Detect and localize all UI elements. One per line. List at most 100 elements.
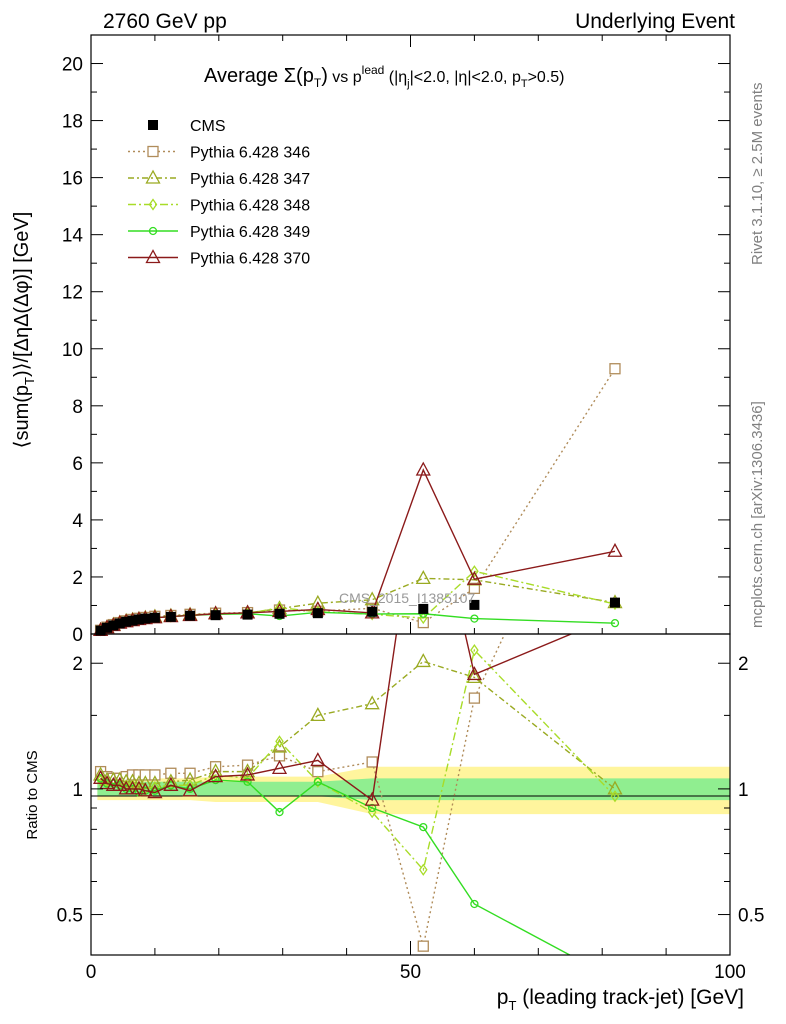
legend-marker [148, 226, 158, 236]
ratio-data-point [243, 772, 252, 785]
ratio-data-point [99, 775, 115, 790]
ratio-data-point [417, 443, 430, 455]
x-tick-label: 100 [714, 962, 746, 983]
ratio-data-point [275, 735, 284, 748]
title-t-sub: T [314, 76, 322, 90]
legend-entry: Pythia 6.428 349 [128, 224, 310, 241]
ratio-series-pythia-6.428-346 [94, 634, 506, 952]
ratio-data-point [470, 643, 479, 657]
ratio-data-point [112, 776, 128, 791]
legend-entry: Pythia 6.428 347 [128, 169, 310, 188]
ratio-data-point [137, 775, 153, 790]
xlabel-t-sub: T [508, 998, 516, 1013]
ratio-series-line [100, 634, 573, 802]
ratio-data-point [131, 780, 147, 795]
y-tick-label: 0 [72, 625, 83, 646]
ratio-data-point [243, 777, 252, 786]
ratio-data-point [418, 863, 428, 876]
ratio-data-point [92, 766, 109, 781]
ratio-data-point [271, 759, 288, 774]
ratio-data-point [139, 769, 151, 781]
data-point [470, 614, 479, 623]
ratio-data-point [137, 782, 153, 797]
data-point [140, 613, 151, 624]
data-point [415, 461, 431, 476]
ratio-y-tick-label-right: 2 [738, 654, 749, 675]
ratio-data-point [147, 775, 163, 790]
legend-label: Pythia 6.428 347 [190, 171, 310, 188]
header-right: Underlying Event [575, 10, 735, 33]
series-cms [95, 597, 620, 636]
legend-marker [147, 145, 159, 158]
rivet-label: Rivet 3.1.10, ≥ 2.5M events [749, 83, 766, 266]
ratio-panel: 0.5 0.5 1 1 2 2 0 50 100 Ratio to CMS pT (leadin… [24, 443, 765, 1013]
legend-entry: Pythia 6.428 370 [128, 249, 310, 268]
ratio-y-axis-label: Ratio to CMS [24, 750, 41, 839]
ratio-data-point [466, 666, 482, 681]
ratio-data-point [96, 773, 105, 787]
legend-label: CMS [190, 118, 226, 135]
data-point [468, 582, 481, 595]
series-line [100, 468, 616, 631]
ratio-data-point [313, 777, 322, 786]
ratio-data-point [366, 756, 378, 768]
title-j-sub: j [406, 78, 409, 90]
ratio-y-tick-label-right: 0.5 [738, 906, 764, 927]
ylabel-t-sub: T [22, 377, 37, 385]
ratio-y-tick-label: 1 [72, 780, 83, 801]
data-point [114, 618, 125, 629]
xlabel-b: (leading track-jet) [GeV] [516, 986, 744, 1009]
y-tick-label: 16 [62, 169, 83, 190]
main-y-axis-label: ⟨sum(pT)⟩/[ΔηΔ(Δφ)] [GeV] [11, 212, 37, 449]
data-point [415, 570, 431, 585]
legend-marker [148, 120, 158, 130]
header-left: 2760 GeV pp [103, 10, 227, 33]
ratio-data-point [470, 899, 479, 909]
data-point [210, 610, 221, 621]
x-tick-label: 50 [400, 962, 421, 983]
main-title: Average Σ(pT) vs plead (|ηj|<2.0, |η|<2.… [204, 63, 565, 90]
x-tick-label: 0 [86, 962, 97, 983]
legend-label: Pythia 6.428 349 [190, 224, 310, 241]
ratio-ticks: 0.5 0.5 1 1 2 2 0 50 100 [57, 654, 765, 983]
legend-marker [145, 169, 161, 184]
title-sigma: Σ(p [284, 65, 314, 87]
ratio-data-point [163, 773, 179, 788]
ratio-data-point [415, 653, 431, 668]
data-point [466, 570, 482, 585]
main-plot-frame [90, 34, 731, 635]
ratio-data-point [275, 807, 284, 817]
ratio-data-point [312, 765, 324, 778]
data-point [607, 542, 623, 557]
title-pre: Average [204, 65, 284, 87]
data-point [274, 608, 285, 619]
ratio-data-point [419, 822, 428, 832]
ratio-series-pythia-6.428-370 [92, 443, 573, 806]
data-point [610, 619, 620, 628]
ratio-data-point [310, 752, 326, 767]
data-point [609, 363, 621, 375]
data-point [121, 616, 132, 627]
data-point [469, 599, 480, 610]
data-point [470, 565, 479, 578]
y-tick-label: 6 [72, 454, 83, 475]
ratio-data-point [310, 707, 326, 722]
y-tick-label: 20 [62, 55, 83, 76]
ratio-y-tick-label-right: 1 [738, 780, 749, 801]
ratio-data-point [124, 773, 141, 788]
ratio-series-layer [92, 443, 623, 983]
ratio-data-point [149, 769, 161, 781]
ratio-data-point [611, 976, 618, 983]
ratio-data-point [147, 784, 163, 799]
title-close: ) [321, 65, 328, 87]
data-point [312, 608, 323, 619]
watermark: CMS_2015_I1385107 [339, 590, 475, 606]
y-tick-label: 10 [62, 340, 83, 361]
data-point [101, 622, 112, 633]
ratio-data-point [610, 790, 620, 803]
ratio-series-pythia-6.428-348 [96, 643, 620, 876]
legend-entry: Pythia 6.428 346 [128, 145, 310, 162]
main-series-layer [92, 363, 623, 637]
